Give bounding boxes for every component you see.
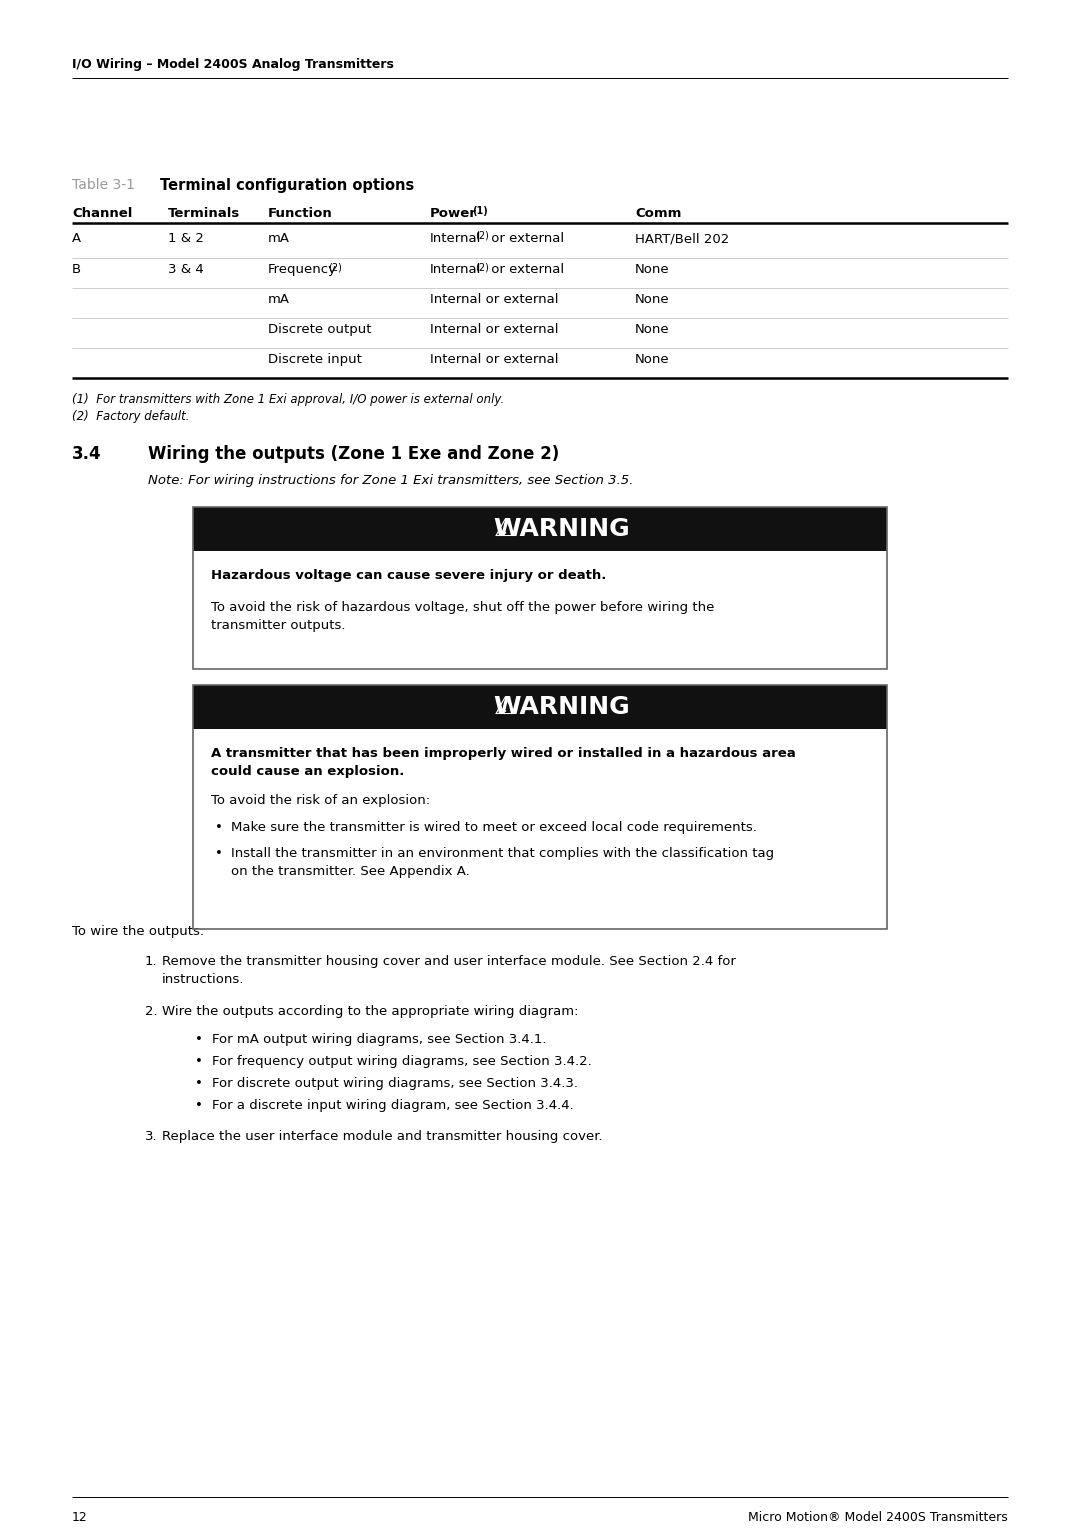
Text: For discrete output wiring diagrams, see Section 3.4.3.: For discrete output wiring diagrams, see…	[212, 1077, 578, 1089]
Text: WARNING: WARNING	[494, 516, 631, 541]
Text: Function: Function	[268, 206, 333, 220]
Text: 1 & 2: 1 & 2	[168, 232, 204, 244]
Text: transmitter outputs.: transmitter outputs.	[211, 619, 346, 633]
Text: could cause an explosion.: could cause an explosion.	[211, 766, 404, 778]
Text: 3.: 3.	[145, 1131, 158, 1143]
Text: Make sure the transmitter is wired to meet or exceed local code requirements.: Make sure the transmitter is wired to me…	[231, 821, 757, 834]
Text: •: •	[215, 821, 222, 834]
Text: mA: mA	[268, 293, 291, 306]
Text: •: •	[215, 847, 222, 860]
Text: For mA output wiring diagrams, see Section 3.4.1.: For mA output wiring diagrams, see Secti…	[212, 1033, 546, 1047]
FancyBboxPatch shape	[193, 729, 887, 929]
Text: Replace the user interface module and transmitter housing cover.: Replace the user interface module and tr…	[162, 1131, 603, 1143]
Text: B: B	[72, 263, 81, 277]
Text: Terminals: Terminals	[168, 206, 240, 220]
Text: 1.: 1.	[145, 955, 158, 969]
Text: ⚠: ⚠	[494, 695, 516, 720]
Text: Internal: Internal	[430, 263, 482, 277]
Text: 3 & 4: 3 & 4	[168, 263, 204, 277]
Text: mA: mA	[268, 232, 291, 244]
Text: WARNING: WARNING	[494, 695, 631, 720]
Text: or external: or external	[487, 263, 564, 277]
Text: A: A	[72, 232, 81, 244]
Text: (1)  For transmitters with Zone 1 Exi approval, I/O power is external only.: (1) For transmitters with Zone 1 Exi app…	[72, 393, 504, 406]
Text: For a discrete input wiring diagram, see Section 3.4.4.: For a discrete input wiring diagram, see…	[212, 1099, 573, 1112]
Text: Internal or external: Internal or external	[430, 293, 558, 306]
Text: None: None	[635, 322, 670, 336]
Text: or external: or external	[487, 232, 564, 244]
Text: Power: Power	[430, 206, 477, 220]
Text: •: •	[195, 1077, 203, 1089]
Text: Frequency: Frequency	[268, 263, 337, 277]
Text: Terminal configuration options: Terminal configuration options	[160, 177, 415, 193]
Text: Remove the transmitter housing cover and user interface module. See Section 2.4 : Remove the transmitter housing cover and…	[162, 955, 735, 969]
Text: Micro Motion® Model 2400S Transmitters: Micro Motion® Model 2400S Transmitters	[748, 1511, 1008, 1523]
Text: None: None	[635, 293, 670, 306]
Text: (2): (2)	[328, 261, 342, 272]
Text: •: •	[195, 1033, 203, 1047]
Text: Channel: Channel	[72, 206, 133, 220]
Text: Internal: Internal	[430, 232, 482, 244]
Text: Hazardous voltage can cause severe injury or death.: Hazardous voltage can cause severe injur…	[211, 568, 606, 582]
Text: Discrete input: Discrete input	[268, 353, 362, 367]
Text: To wire the outputs:: To wire the outputs:	[72, 924, 204, 938]
Text: Wire the outputs according to the appropriate wiring diagram:: Wire the outputs according to the approp…	[162, 1005, 579, 1018]
Text: 12: 12	[72, 1511, 87, 1523]
Text: ⚠: ⚠	[494, 516, 516, 541]
Text: None: None	[635, 353, 670, 367]
Text: Internal or external: Internal or external	[430, 322, 558, 336]
FancyBboxPatch shape	[193, 507, 887, 552]
Text: (2)  Factory default.: (2) Factory default.	[72, 410, 189, 423]
Text: (2): (2)	[475, 231, 489, 241]
Text: •: •	[195, 1054, 203, 1068]
Text: Discrete output: Discrete output	[268, 322, 372, 336]
FancyBboxPatch shape	[193, 685, 887, 729]
Text: Wiring the outputs (Zone 1 Exe and Zone 2): Wiring the outputs (Zone 1 Exe and Zone …	[148, 445, 559, 463]
Text: Comm: Comm	[635, 206, 681, 220]
Text: For frequency output wiring diagrams, see Section 3.4.2.: For frequency output wiring diagrams, se…	[212, 1054, 592, 1068]
Text: instructions.: instructions.	[162, 973, 244, 986]
Text: •: •	[195, 1099, 203, 1112]
Text: Install the transmitter in an environment that complies with the classification : Install the transmitter in an environmen…	[231, 847, 774, 860]
Text: (1): (1)	[472, 206, 488, 215]
Text: I/O Wiring – Model 2400S Analog Transmitters: I/O Wiring – Model 2400S Analog Transmit…	[72, 58, 394, 70]
Text: on the transmitter. See Appendix A.: on the transmitter. See Appendix A.	[231, 865, 470, 879]
Text: (2): (2)	[475, 261, 489, 272]
Text: Note: For wiring instructions for Zone 1 Exi transmitters, see Section 3.5.: Note: For wiring instructions for Zone 1…	[148, 474, 633, 487]
Text: To avoid the risk of hazardous voltage, shut off the power before wiring the: To avoid the risk of hazardous voltage, …	[211, 601, 714, 614]
Text: None: None	[635, 263, 670, 277]
Text: Internal or external: Internal or external	[430, 353, 558, 367]
Text: 2.: 2.	[145, 1005, 158, 1018]
FancyBboxPatch shape	[193, 552, 887, 669]
Text: HART/Bell 202: HART/Bell 202	[635, 232, 729, 244]
Text: 3.4: 3.4	[72, 445, 102, 463]
Text: A transmitter that has been improperly wired or installed in a hazardous area: A transmitter that has been improperly w…	[211, 747, 796, 759]
Text: To avoid the risk of an explosion:: To avoid the risk of an explosion:	[211, 795, 430, 807]
Text: Table 3-1: Table 3-1	[72, 177, 135, 193]
